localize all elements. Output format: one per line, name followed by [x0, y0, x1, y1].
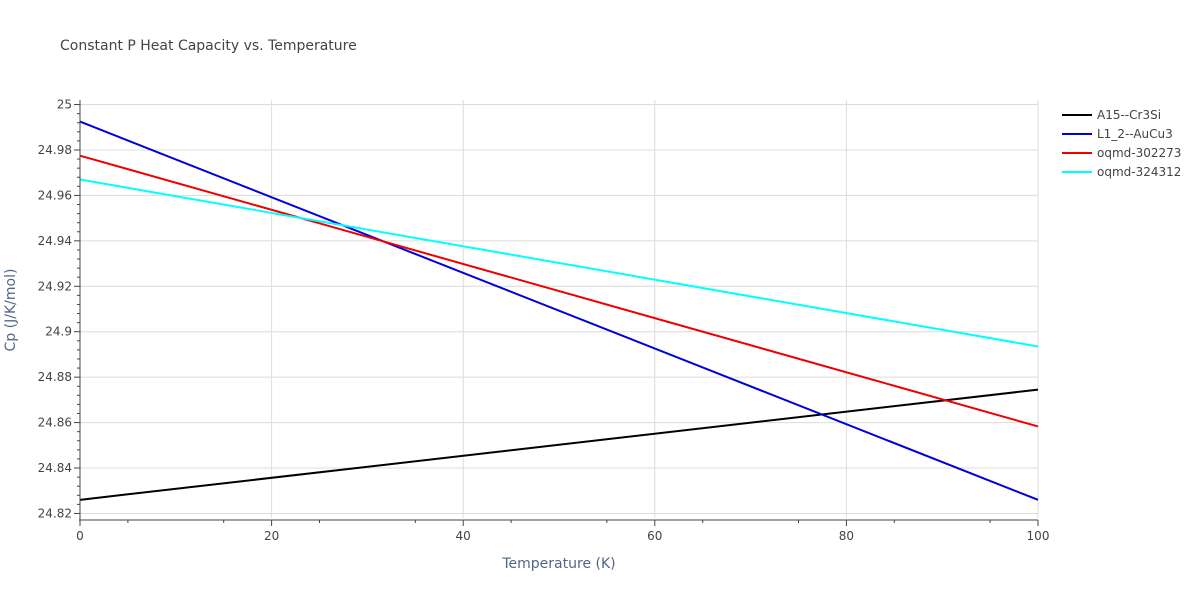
- legend-label: oqmd-302273: [1097, 146, 1181, 160]
- series-layer: [79, 120, 1039, 501]
- grid-lines: [80, 100, 1039, 518]
- x-axis-title: Temperature (K): [501, 556, 615, 572]
- legend-label: A15--Cr3Si: [1097, 108, 1161, 122]
- x-tick-label: 60: [647, 529, 662, 543]
- y-tick-label: 24.98: [38, 143, 72, 157]
- x-tick-label: 0: [76, 529, 84, 543]
- legend-label: L1_2--AuCu3: [1097, 127, 1173, 141]
- x-tick-label: 80: [839, 529, 854, 543]
- y-tick-label: 24.88: [38, 370, 72, 384]
- legend-item[interactable]: oqmd-302273: [1062, 146, 1181, 160]
- chart-title: Constant P Heat Capacity vs. Temperature: [60, 38, 357, 54]
- x-tick-label: 20: [264, 529, 279, 543]
- legend-item[interactable]: L1_2--AuCu3: [1062, 127, 1173, 141]
- series-line-2: [79, 120, 1039, 501]
- series-line-3: [79, 154, 1039, 428]
- axes: [74, 100, 1039, 526]
- y-tick-label: 24.9: [45, 325, 72, 339]
- y-tick-label: 24.92: [38, 279, 72, 293]
- legend-item[interactable]: oqmd-324312: [1062, 165, 1181, 179]
- x-tick-label: 100: [1027, 529, 1050, 543]
- tick-labels: 0 20 40 60 80 100 24.82 24.84 24.86 24.88 24.9 24.9…: [38, 98, 1050, 543]
- y-tick-label: 25: [57, 98, 72, 112]
- x-tick-label: 40: [456, 529, 471, 543]
- series-line-1: [79, 388, 1039, 501]
- series-line-4: [79, 178, 1039, 348]
- y-tick-label: 24.96: [38, 188, 72, 202]
- legend[interactable]: A15--Cr3Si L1_2--AuCu3 oqmd-302273 oqmd-324…: [1062, 108, 1181, 179]
- legend-label: oqmd-324312: [1097, 165, 1181, 179]
- y-tick-label: 24.84: [38, 461, 72, 475]
- y-tick-label: 24.86: [38, 416, 72, 430]
- legend-item[interactable]: A15--Cr3Si: [1062, 108, 1161, 122]
- y-tick-label: 24.94: [38, 234, 72, 248]
- y-axis-title: Cp (J/K/mol): [3, 269, 19, 352]
- y-tick-label: 24.82: [38, 506, 72, 520]
